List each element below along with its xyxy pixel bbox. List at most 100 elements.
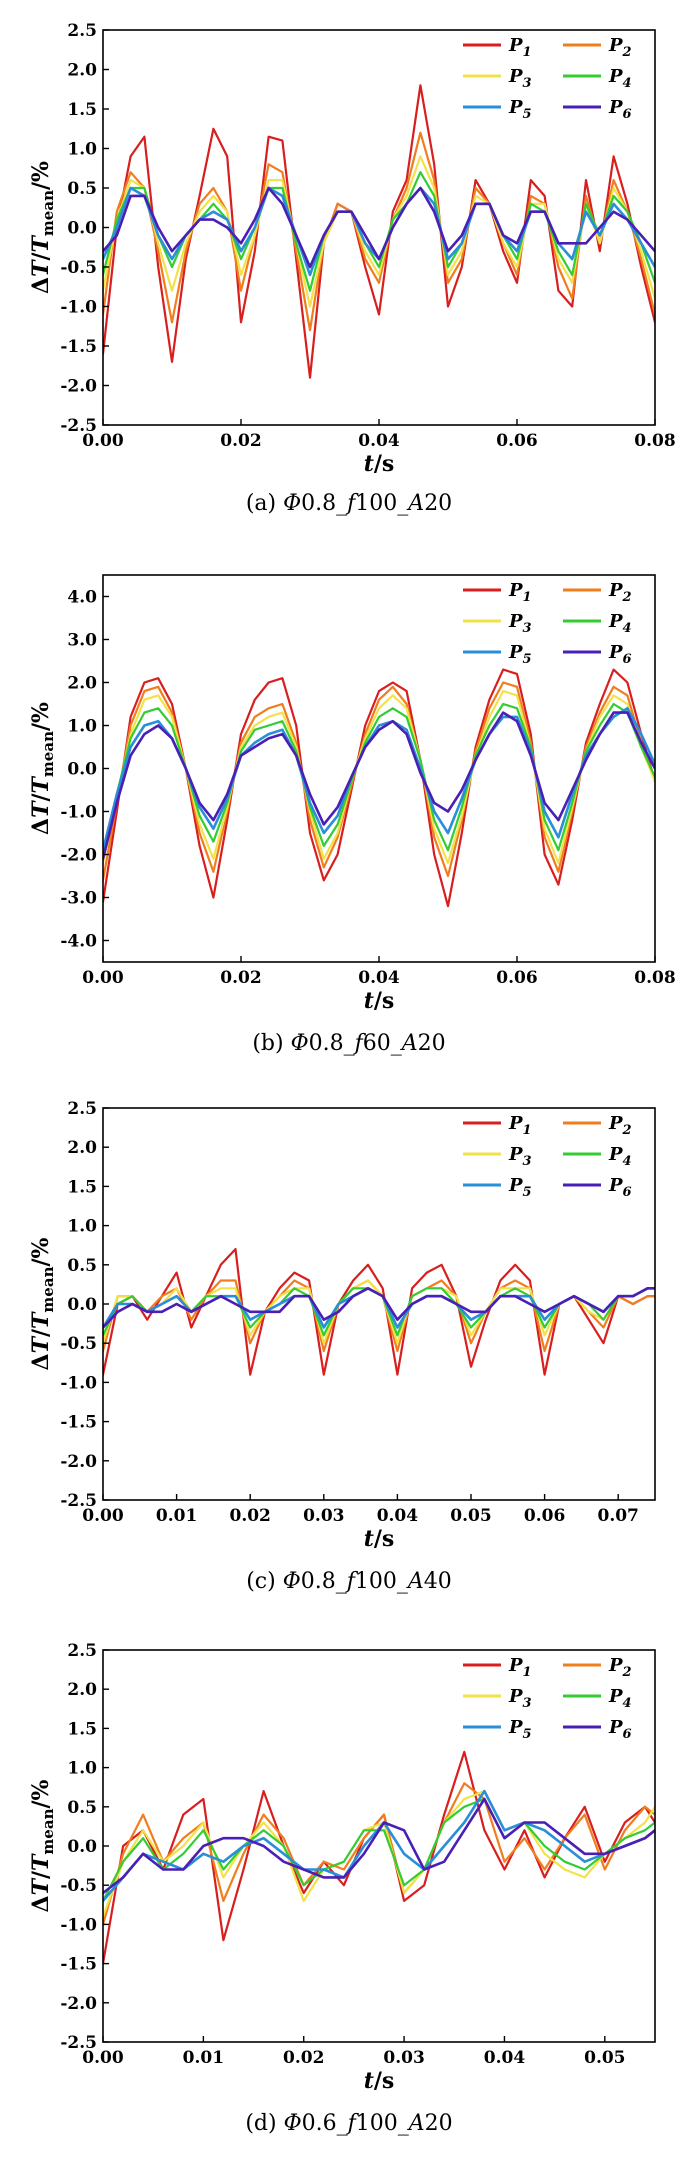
series-line-p1 <box>103 668 655 908</box>
y-axis-slash: / <box>28 251 54 260</box>
legend-main: P <box>508 1144 523 1165</box>
y-axis-slash: / <box>28 792 54 801</box>
caption-amp: 40 <box>424 1569 452 1594</box>
y-tick-label: 1.5 <box>67 1177 97 1197</box>
x-axis-var: t <box>364 988 374 1014</box>
legend-label-5: P5 <box>508 1175 532 1200</box>
x-tick-label: 0.05 <box>450 1506 491 1526</box>
y-axis-t2: T <box>28 1853 54 1871</box>
y-tick-label: 0.5 <box>67 179 97 199</box>
legend-sub: 5 <box>523 1185 532 1200</box>
x-tick-label: 0.08 <box>634 431 675 451</box>
x-axis-title: t/s <box>364 988 395 1014</box>
y-tick-label: 2.5 <box>67 21 97 41</box>
legend-main: P <box>608 1686 623 1707</box>
legend-main: P <box>608 66 623 87</box>
x-tick-label: 0.08 <box>634 968 675 988</box>
legend-sub: 6 <box>623 107 632 122</box>
legend-label-3: P3 <box>508 66 532 91</box>
legend-label-1: P1 <box>508 580 532 605</box>
legend-label-6: P6 <box>608 642 632 667</box>
legend-main: P <box>508 1113 523 1134</box>
y-axis-t: T <box>28 259 54 277</box>
y-tick-label: -2.5 <box>60 1491 97 1511</box>
y-axis-unit: /% <box>28 1779 54 1808</box>
y-axis-t: T <box>28 1877 54 1895</box>
y-axis-slash: / <box>28 1870 54 1879</box>
legend-main: P <box>608 642 623 663</box>
legend-label-3: P3 <box>508 611 532 636</box>
x-axis-unit: /s <box>374 2068 394 2094</box>
legend-label-6: P6 <box>608 1175 632 1200</box>
legend-main: P <box>508 611 523 632</box>
chart-panel-3: -2.5 -2.0 -1.5 -1.0 -0.5 0.0 0.5 1.0 1.5 2.0 2.5 0.… <box>28 1099 656 1594</box>
caption-a: A <box>406 491 424 516</box>
caption-prefix: (c) <box>246 1569 282 1594</box>
y-tick-label: 1.0 <box>67 140 97 160</box>
chart-panel-1: -2.5 -2.0 -1.5 -1.0 -0.5 0.0 0.5 1.0 1.5 2.0 2.5 0.… <box>28 21 676 516</box>
x-tick-label: 0.04 <box>484 2048 526 2068</box>
y-tick-label: -0.5 <box>60 1876 97 1896</box>
y-tick-label: 3.0 <box>67 631 97 651</box>
y-tick-label: -3.0 <box>60 889 97 909</box>
y-tick-label: -2.5 <box>60 416 97 436</box>
legend-label-2: P2 <box>608 580 632 605</box>
caption-freq: 100_ <box>355 491 408 516</box>
caption-freq: 60_ <box>363 1031 402 1056</box>
legend-sub: 3 <box>523 1154 532 1169</box>
legend-sub: 2 <box>622 45 632 60</box>
y-tick-label: 1.0 <box>67 1759 97 1779</box>
legend-main: P <box>508 97 523 118</box>
legend-main: P <box>608 97 623 118</box>
y-tick-label: 0.0 <box>67 760 97 780</box>
caption-phi: Φ <box>284 2111 302 2136</box>
x-axis-unit: /s <box>374 1526 394 1552</box>
legend-label-4: P4 <box>608 1144 632 1169</box>
legend-label-5: P5 <box>508 642 532 667</box>
legend-label-1: P1 <box>508 35 532 60</box>
legend-main: P <box>508 66 523 87</box>
legend-main: P <box>508 35 523 56</box>
x-tick-label: 0.02 <box>220 431 261 451</box>
legend-sub: 3 <box>523 76 532 91</box>
y-tick-label: -1.0 <box>60 1373 97 1393</box>
legend-label-2: P2 <box>608 35 632 60</box>
legend-sub: 1 <box>523 1665 532 1680</box>
y-axis-title: ΔT/Tmean/% <box>28 702 57 835</box>
y-tick-label: 0.5 <box>67 1256 97 1276</box>
legend-label-6: P6 <box>608 97 632 122</box>
series-group <box>103 84 655 379</box>
series-line-p6 <box>103 186 655 269</box>
y-tick-label: 2.5 <box>67 1099 97 1119</box>
legend-sub: 4 <box>623 621 632 636</box>
legend-label-4: P4 <box>608 611 632 636</box>
series-group <box>103 668 655 908</box>
y-axis-t2: T <box>28 775 54 793</box>
y-axis-unit: /% <box>28 702 54 731</box>
x-tick-label: 0.02 <box>229 1506 270 1526</box>
legend-sub: 4 <box>623 1154 632 1169</box>
y-tick-label: 0.5 <box>67 1798 97 1818</box>
x-tick-label: 0.05 <box>584 2048 625 2068</box>
series-line-p2 <box>103 681 655 882</box>
x-axis-title: t/s <box>364 1526 395 1552</box>
y-tick-label: -2.0 <box>60 377 97 397</box>
caption-a: A <box>400 1031 418 1056</box>
y-axis-title: ΔT/Tmean/% <box>28 161 57 294</box>
legend-label-3: P3 <box>508 1144 532 1169</box>
x-tick-label: 0.04 <box>358 968 400 988</box>
caption-amp: 20 <box>424 491 452 516</box>
y-tick-label: -1.5 <box>60 1955 97 1975</box>
y-tick-label: 1.0 <box>67 1217 97 1237</box>
series-line-p5 <box>103 1789 655 1903</box>
legend-label-5: P5 <box>508 97 532 122</box>
y-tick-label: -1.0 <box>60 803 97 823</box>
series-line-p6 <box>103 1287 655 1329</box>
legend-main: P <box>508 1686 523 1707</box>
y-tick-label: 0.0 <box>67 219 97 239</box>
y-axis-slash: / <box>28 1328 54 1337</box>
y-axis-t: T <box>28 1335 54 1353</box>
legend-sub: 6 <box>623 1727 632 1742</box>
